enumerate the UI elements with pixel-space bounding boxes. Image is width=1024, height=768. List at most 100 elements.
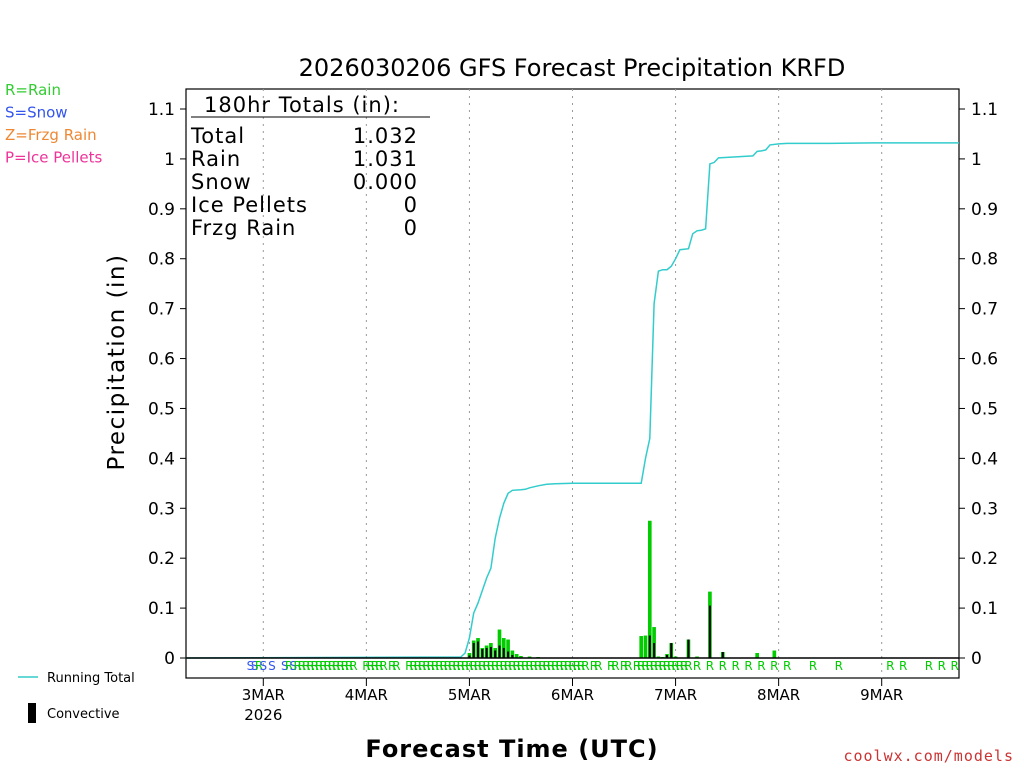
totals-row-label: Total xyxy=(190,124,245,148)
y-tick-label-right: 0.4 xyxy=(971,449,998,469)
ptype-marker: R xyxy=(371,659,379,673)
ptype-marker: R xyxy=(641,659,649,673)
x-tick-sublabel: 2026 xyxy=(244,706,282,724)
totals-row-label: Rain xyxy=(191,147,241,171)
y-tick-label-right: 0.2 xyxy=(971,549,998,569)
ptype-marker: R xyxy=(315,659,323,673)
ptype-marker: R xyxy=(667,659,675,673)
ptype-marker: R xyxy=(611,659,619,673)
ptype-marker: R xyxy=(684,659,692,673)
ptype-marker: R xyxy=(757,659,765,673)
ptype-marker: R xyxy=(568,659,576,673)
convective-bars xyxy=(468,605,724,658)
ptype-marker: R xyxy=(495,659,503,673)
ptype-legend-item: S=Snow xyxy=(5,104,68,122)
totals-row-value: 1.032 xyxy=(353,124,418,148)
totals-row-value: 0 xyxy=(404,193,418,217)
ptype-marker: R xyxy=(418,659,426,673)
y-tick-label-right: 1 xyxy=(971,150,982,170)
ptype-marker: R xyxy=(504,659,512,673)
ptype-legend: R=Rain S=Snow Z=Frzg Rain P=Ice Pellets xyxy=(5,81,102,167)
ptype-marker: R xyxy=(732,659,740,673)
y-tick-label-right: 0.5 xyxy=(971,399,998,419)
ptype-legend-item: R=Rain xyxy=(5,81,61,99)
convective-bar xyxy=(507,651,510,658)
ptype-marker: R xyxy=(560,659,568,673)
ptype-marker: R xyxy=(564,659,572,673)
convective-bar xyxy=(468,655,471,658)
ptype-marker: R xyxy=(444,659,452,673)
ptype-marker: R xyxy=(783,659,791,673)
ptype-marker: R xyxy=(328,659,336,673)
ptype-marker: R xyxy=(336,659,344,673)
legend-convective-label: Convective xyxy=(47,707,120,722)
x-tick-label: 3MAR xyxy=(242,686,285,704)
totals-row-value: 1.031 xyxy=(353,147,418,171)
convective-bar xyxy=(721,652,724,658)
ptype-marker: R xyxy=(530,659,538,673)
ptype-marker: R xyxy=(255,659,263,673)
ptype-marker: S xyxy=(251,659,259,673)
y-axis-label: Precipitation (in) xyxy=(104,254,130,471)
y-tick-label-left: 0.6 xyxy=(148,350,175,370)
totals-rows: Total 1.032 Rain 1.031 Snow 0.000 Ice Pellets 0… xyxy=(190,124,418,240)
ptype-marker: R xyxy=(555,659,563,673)
ptype-marker: R xyxy=(349,659,357,673)
convective-bar xyxy=(708,605,711,658)
y-axis-right: 0 0.1 0.2 0.3 0.4 0.5 0.6 0.7 0.8 0.9 1 1.1 xyxy=(959,100,998,669)
ptype-marker: S xyxy=(281,659,289,673)
y-tick-label-right: 0.1 xyxy=(971,599,998,619)
ptype-marker: R xyxy=(607,659,615,673)
ptype-marker: R xyxy=(461,659,469,673)
rain-bar xyxy=(514,654,519,658)
ptype-marker: R xyxy=(285,659,293,673)
x-axis-label: Forecast Time (UTC) xyxy=(365,735,658,763)
totals-row-label: Frzg Rain xyxy=(191,216,296,240)
ptype-marker: R xyxy=(482,659,490,673)
convective-bar xyxy=(648,635,651,658)
y-tick-label-left: 0.2 xyxy=(148,549,175,569)
ptype-marker: R xyxy=(938,659,946,673)
convective-bar xyxy=(687,639,690,658)
ptype-marker: R xyxy=(302,659,310,673)
ptype-marker: R xyxy=(465,659,473,673)
ptype-marker: R xyxy=(435,659,443,673)
rain-bar xyxy=(755,653,759,658)
y-tick-label-left: 0.9 xyxy=(148,200,175,220)
chart-title: 2026030206 GFS Forecast Precipitation KR… xyxy=(299,54,846,82)
ptype-marker: R xyxy=(543,659,551,673)
ptype-marker: R xyxy=(951,659,959,673)
ptype-marker: S xyxy=(259,659,267,673)
x-tick-label: 4MAR xyxy=(345,686,388,704)
ptype-marker: S xyxy=(247,659,255,673)
ptype-marker: S xyxy=(268,659,276,673)
ptype-marker: R xyxy=(345,659,353,673)
ptype-marker: R xyxy=(487,659,495,673)
running-total-line xyxy=(185,142,959,659)
convective-bar xyxy=(481,649,484,658)
vertical-gridlines xyxy=(262,89,883,678)
y-tick-label-right: 0.8 xyxy=(971,250,998,270)
ptype-marker: R xyxy=(478,659,486,673)
ptype-marker: R xyxy=(680,659,688,673)
ptype-marker: R xyxy=(573,659,581,673)
ptype-marker: R xyxy=(452,659,460,673)
rain-bar xyxy=(497,629,502,658)
ptype-marker: R xyxy=(650,659,658,673)
rain-bar xyxy=(506,639,510,658)
ptype-marker: R xyxy=(594,659,602,673)
ptype-marker: R xyxy=(590,659,598,673)
ptype-marker: R xyxy=(362,659,370,673)
y-tick-label-left: 1 xyxy=(164,150,175,170)
ptype-marker: R xyxy=(547,659,555,673)
ptype-marker: R xyxy=(448,659,456,673)
ptype-marker: R xyxy=(439,659,447,673)
y-axis-left: 0 0.1 0.2 0.3 0.4 0.5 0.6 0.7 0.8 0.9 1 1.1 xyxy=(148,100,186,669)
rain-bar xyxy=(652,627,656,658)
y-tick-label-right: 0.6 xyxy=(971,350,998,370)
ptype-legend-item: P=Ice Pellets xyxy=(5,149,102,167)
convective-bar xyxy=(670,643,673,658)
totals-row-value: 0 xyxy=(404,216,418,240)
x-tick-label: 7MAR xyxy=(654,686,697,704)
